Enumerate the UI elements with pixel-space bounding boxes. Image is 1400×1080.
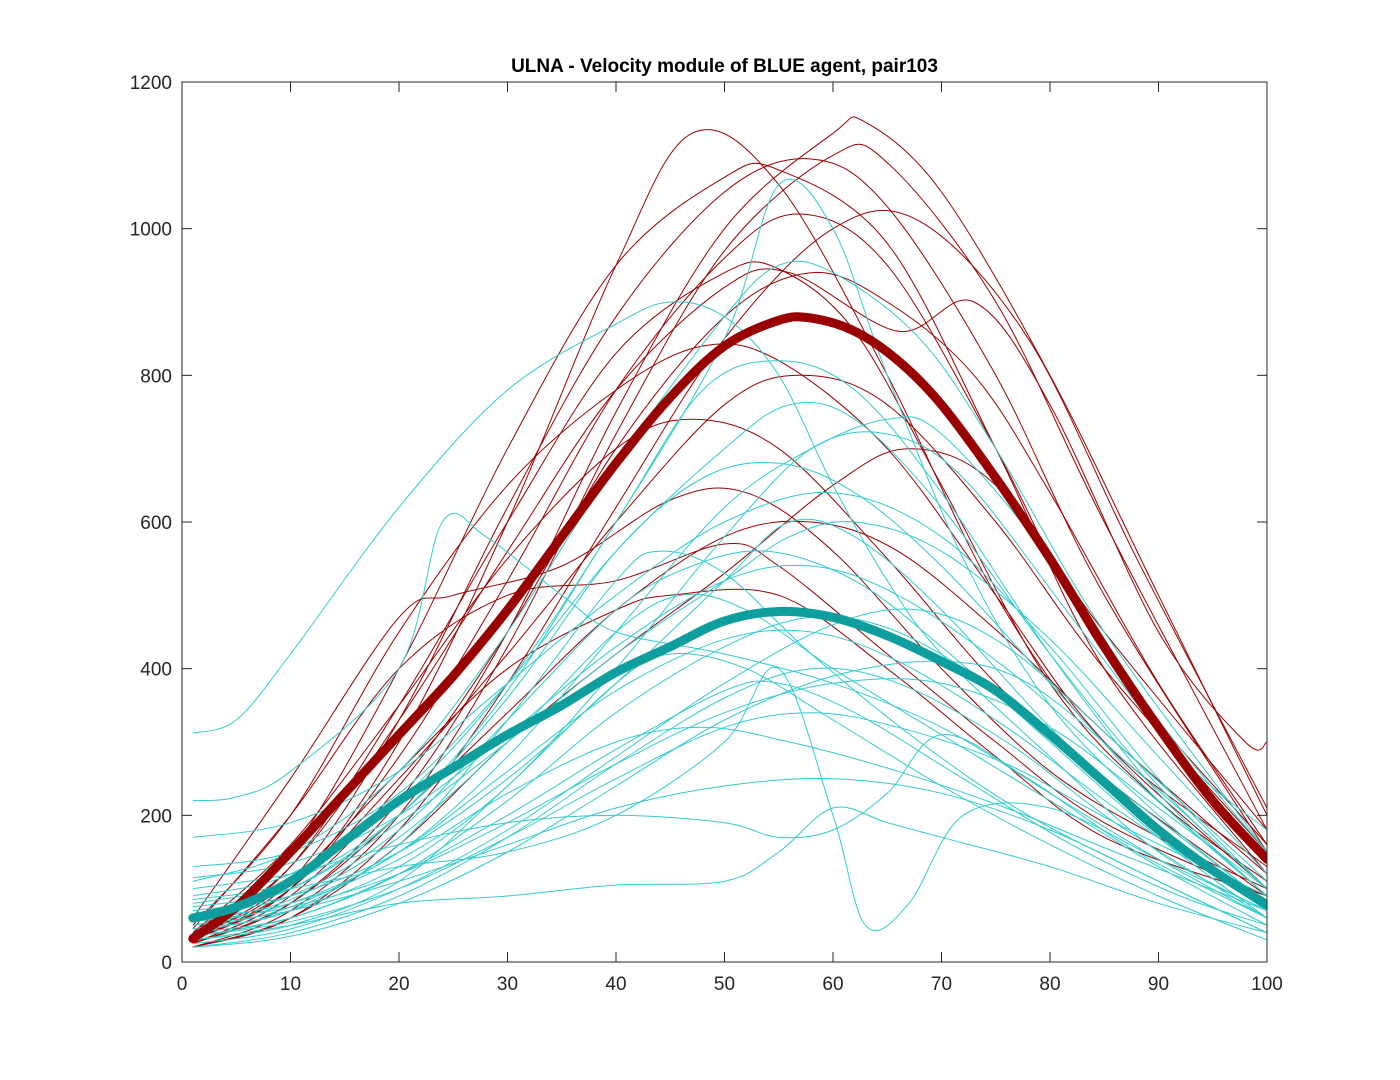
y-tick-label: 800 xyxy=(140,366,172,387)
x-tick-label: 30 xyxy=(497,974,518,995)
cyan-trial-line-2 xyxy=(192,491,1267,890)
mean-lines xyxy=(188,312,1267,943)
y-tick-label: 200 xyxy=(140,806,172,827)
x-tick-label: 80 xyxy=(1039,974,1060,995)
x-tick-label: 50 xyxy=(714,974,735,995)
cyan-trial-line-12 xyxy=(192,593,1267,926)
x-tick-label: 0 xyxy=(177,974,188,995)
y-tick-label: 1200 xyxy=(130,73,172,94)
cyan-trial-line-21 xyxy=(192,550,1267,919)
red-trial-line-0 xyxy=(192,129,1267,941)
x-tick-label: 90 xyxy=(1148,974,1169,995)
red-trial-line-11 xyxy=(192,543,1267,930)
cyan-trial-line-3 xyxy=(192,260,1267,882)
red-trial-line-7 xyxy=(192,261,1267,941)
cyan-trial-line-29 xyxy=(192,712,1267,937)
cyan-trial-line-25 xyxy=(192,660,1267,948)
red-trial-line-10 xyxy=(192,487,1267,919)
cyan-trial-line-26 xyxy=(192,629,1267,930)
red-trial-line-8 xyxy=(192,343,1267,926)
y-tick-label: 600 xyxy=(140,513,172,534)
y-tick-label: 400 xyxy=(140,660,172,681)
x-tick-label: 10 xyxy=(280,974,301,995)
red-mean-line xyxy=(188,312,1267,943)
cyan-trial-line-28 xyxy=(192,678,1267,923)
cyan-trial-line-20 xyxy=(192,653,1267,941)
red-trial-line-14 xyxy=(192,268,1267,937)
cyan-trial-line-16 xyxy=(192,667,1267,948)
cyan-trial-line-24 xyxy=(192,402,1267,890)
cyan-trial-line-17 xyxy=(192,726,1267,919)
red-trial-line-16 xyxy=(192,374,1267,941)
cyan-trial-line-0 xyxy=(192,301,1267,912)
x-tick-label: 20 xyxy=(388,974,409,995)
x-axis: 0 10 20 30 40 50 60 70 80 90 100 xyxy=(177,82,1283,995)
y-tick-label: 1000 xyxy=(130,220,172,241)
x-tick-label: 60 xyxy=(822,974,843,995)
cyan-trial-line-27 xyxy=(192,461,1267,901)
red-trial-line-13 xyxy=(192,271,1267,945)
cyan-trial-line-18 xyxy=(192,777,1267,934)
cyan-trial-line-13 xyxy=(192,550,1267,934)
x-tick-label: 40 xyxy=(605,974,626,995)
y-tick-label: 0 xyxy=(161,953,172,974)
y-axis: 0 200 400 600 800 1000 1200 xyxy=(130,73,1267,974)
x-tick-label: 70 xyxy=(931,974,952,995)
chart-title: ULNA - Velocity module of BLUE agent, pa… xyxy=(511,56,938,77)
cyan-mean-line xyxy=(188,606,1267,923)
red-trial-line-4 xyxy=(192,162,1267,934)
cyan-trial-line-22 xyxy=(192,521,1267,908)
cyan-trial-line-15 xyxy=(192,608,1267,945)
x-tick-label: 100 xyxy=(1251,974,1283,995)
cyan-trial-line-23 xyxy=(192,564,1267,897)
